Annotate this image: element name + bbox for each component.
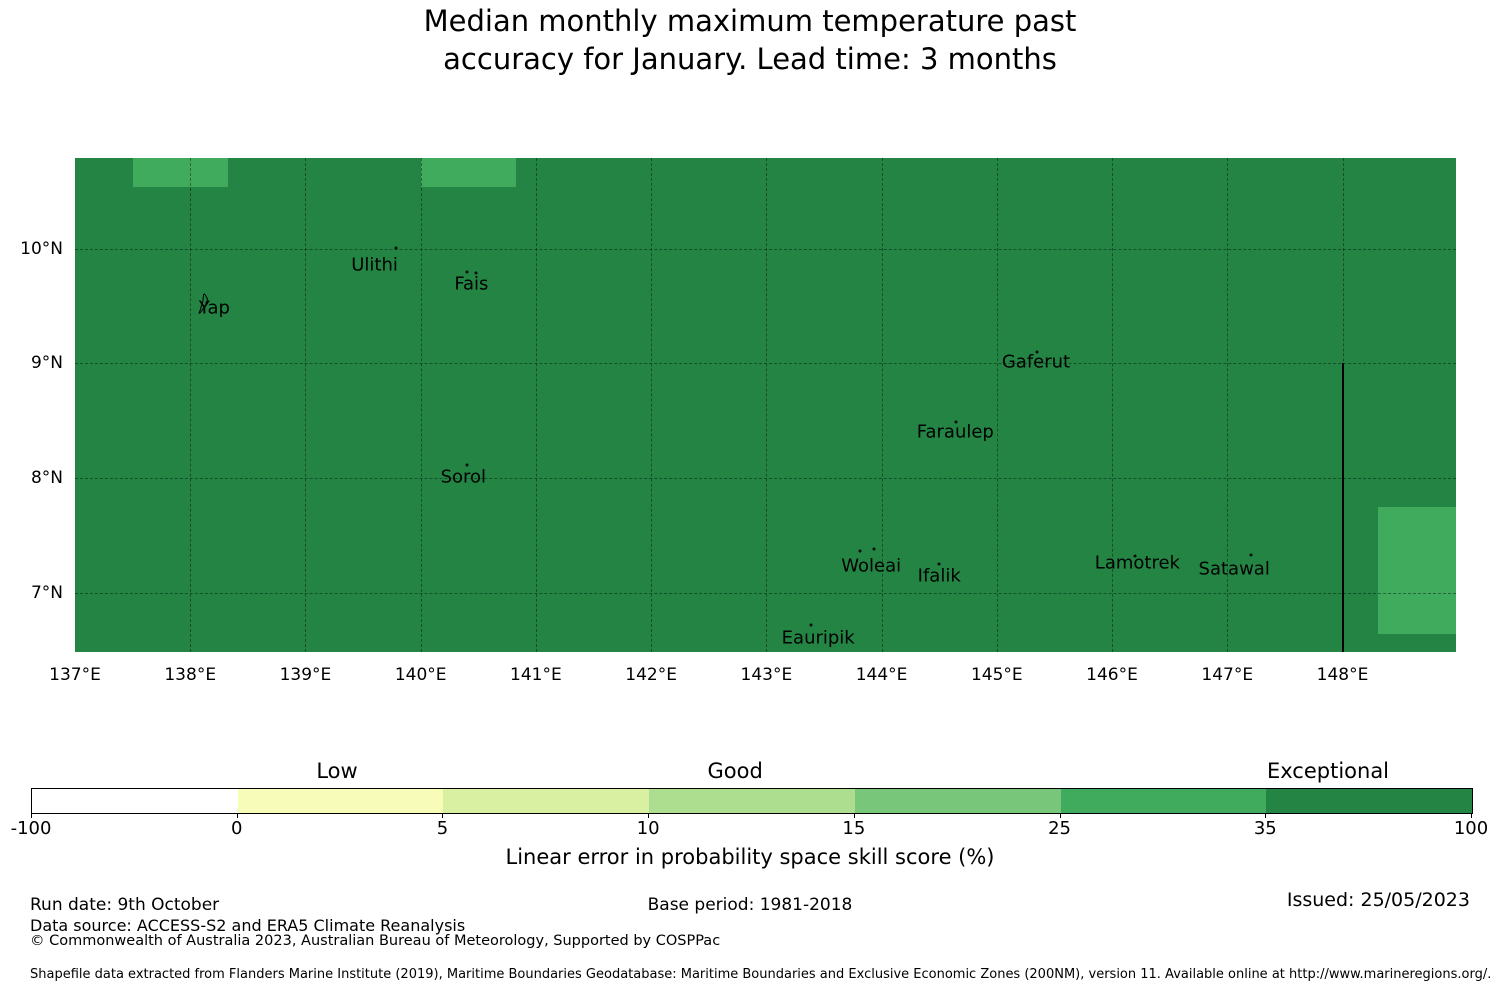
grid-line-vertical [1112, 158, 1114, 652]
island-marker [937, 562, 941, 566]
grid-line-vertical [535, 158, 537, 652]
y-tick-label: 8°N [30, 468, 63, 489]
island-label-satawal: Satawal [1198, 558, 1270, 580]
x-tick-label: 137°E [49, 665, 101, 685]
chart-title-line2: accuracy for January. Lead time: 3 month… [443, 42, 1057, 76]
grid-line-horizontal [75, 248, 1456, 250]
grid-line-vertical [305, 158, 307, 652]
island-marker [465, 270, 469, 274]
x-tick-label: 148°E [1316, 665, 1369, 685]
x-tick-label: 143°E [740, 665, 793, 685]
island-label-woleai: Woleai [841, 555, 902, 577]
x-tick-label: 140°E [394, 665, 447, 685]
skill-patch [420, 158, 517, 187]
island-marker [809, 623, 813, 627]
x-tick-label: 146°E [1086, 665, 1138, 685]
island-marker [394, 246, 398, 250]
x-tick-label: 141°E [510, 665, 562, 685]
issued-date-text: Issued: 25/05/2023 [1286, 889, 1470, 911]
colorbar-segment [854, 789, 1061, 813]
base-period-text: Base period: 1981-2018 [647, 895, 853, 915]
island-marker [1035, 350, 1039, 354]
shapefile-note-text: Shapefile data extracted from Flanders M… [30, 967, 1492, 982]
colorbar-segment [32, 789, 238, 813]
colorbar-category-label: Exceptional [1266, 759, 1390, 783]
colorbar-tick-label: 5 [436, 818, 449, 839]
x-tick-label: 144°E [855, 665, 908, 685]
run-date-text: Run date: 9th October [30, 895, 220, 915]
island-label-gaferut: Gaferut [1001, 351, 1071, 373]
island-marker [1133, 554, 1137, 558]
colorbar-tick-label: 35 [1253, 818, 1277, 839]
colorbar-segment [649, 789, 855, 813]
x-tick-label: 138°E [164, 665, 217, 685]
colorbar-tick [853, 814, 855, 818]
island-marker [858, 549, 862, 553]
island-marker [465, 463, 469, 467]
colorbar [31, 788, 1473, 814]
chart-title: Median monthly maximum temperature past … [0, 2, 1500, 78]
chart-title-line1: Median monthly maximum temperature past [423, 4, 1077, 38]
island-label-yap: Yap [198, 297, 230, 319]
colorbar-category-label: Good [707, 759, 763, 783]
island-label-sorol: Sorol [440, 466, 487, 488]
colorbar-tick [442, 814, 444, 818]
skill-patch [132, 158, 229, 187]
yap-island-outline [198, 293, 209, 314]
island-label-lamotrek: Lamotrek [1094, 552, 1180, 574]
grid-line-horizontal [75, 593, 1456, 595]
skill-patch [1378, 507, 1456, 635]
colorbar-tick-label: 0 [230, 818, 243, 839]
island-label-ulithi: Ulithi [351, 254, 398, 276]
colorbar-tick [1265, 814, 1267, 818]
skill-map-plot-area: Ulithi Fais Yap Gaferut Faraulep Sorol Woleai I… [75, 158, 1456, 652]
island-label-fais: Fais [454, 273, 489, 295]
x-tick-label: 139°E [279, 665, 332, 685]
grid-line-vertical [766, 158, 768, 652]
colorbar-category-label: Low [316, 759, 358, 783]
colorbar-tick-label: 10 [636, 818, 660, 839]
colorbar-segment [1266, 789, 1473, 813]
y-tick-label: 7°N [30, 583, 63, 604]
grid-line-vertical [1227, 158, 1229, 652]
grid-line-vertical [420, 158, 422, 652]
grid-line-vertical [651, 158, 653, 652]
data-source-text: Data source: ACCESS-S2 and ERA5 Climate … [30, 916, 466, 935]
island-marker [872, 547, 876, 551]
colorbar-tick-label: -100 [10, 818, 52, 839]
island-marker [474, 271, 478, 275]
colorbar-tick [31, 814, 32, 818]
colorbar-tick-label: 25 [1048, 818, 1072, 839]
island-label-ifalik: Ifalik [917, 565, 961, 587]
colorbar-tick [236, 814, 238, 818]
colorbar-tick [1059, 814, 1061, 818]
grid-line-horizontal [75, 478, 1456, 480]
x-tick-label: 145°E [970, 665, 1023, 685]
colorbar-tick [1471, 814, 1472, 818]
island-marker [1249, 553, 1253, 557]
grid-line-horizontal [75, 363, 1456, 365]
island-label-eauripik: Eauripik [781, 627, 855, 649]
colorbar-axis-label: Linear error in probability space skill … [505, 845, 995, 869]
x-tick-label: 147°E [1201, 665, 1254, 685]
colorbar-segment [1060, 789, 1267, 813]
colorbar-tick-label: 15 [842, 818, 866, 839]
y-tick-label: 10°N [20, 238, 63, 259]
eez-boundary-line [1341, 363, 1344, 652]
island-marker [954, 420, 958, 424]
copyright-text: © Commonwealth of Australia 2023, Austra… [30, 933, 721, 949]
colorbar-tick [648, 814, 650, 818]
x-tick-label: 142°E [625, 665, 677, 685]
grid-line-vertical [190, 158, 192, 652]
y-tick-label: 9°N [30, 353, 63, 374]
colorbar-segment [237, 789, 444, 813]
island-label-faraulep: Faraulep [916, 421, 994, 443]
colorbar-segment [443, 789, 650, 813]
grid-line-vertical [881, 158, 883, 652]
grid-line-vertical [996, 158, 998, 652]
colorbar-tick-label: 100 [1453, 818, 1489, 839]
